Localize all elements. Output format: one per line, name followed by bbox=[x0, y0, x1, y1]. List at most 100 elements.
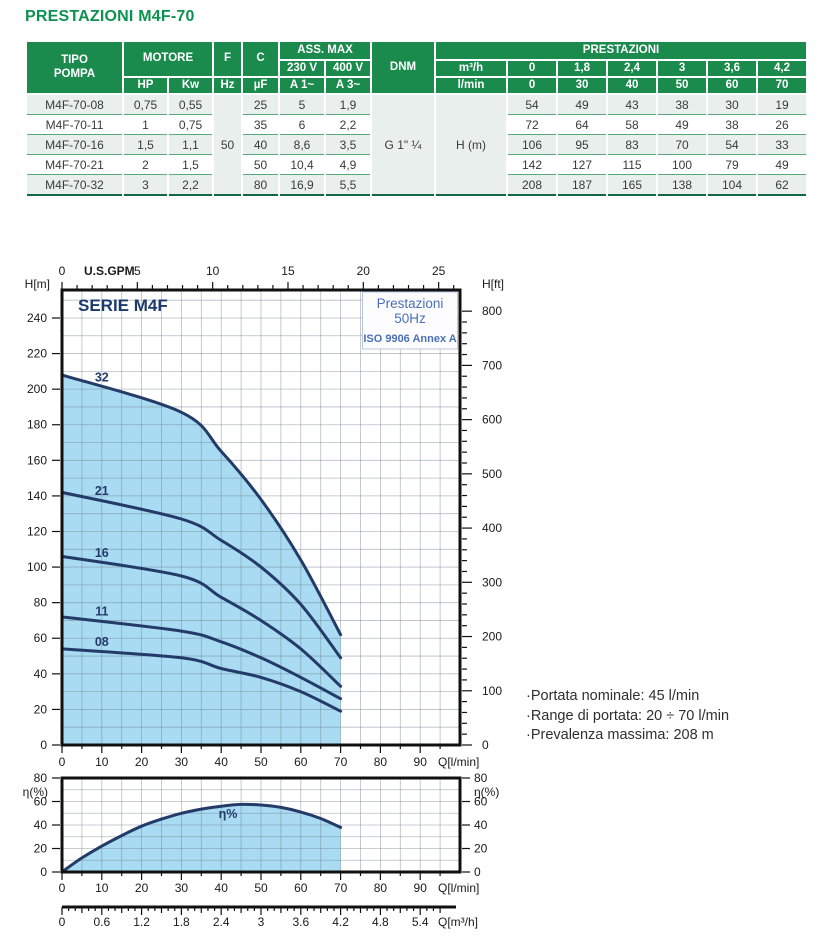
col-a3: A 3~ bbox=[324, 76, 373, 95]
cell-h-3: 49 bbox=[656, 114, 709, 135]
secondary-axis-m3h: 0 0.6 1.2 1.8 2.4 3 3.6 4.2 4.8 5.4 Q[m³/h] bbox=[59, 905, 478, 929]
cell-h-1: 49 bbox=[556, 94, 609, 115]
cell-h-2: 58 bbox=[606, 114, 659, 135]
curve-label-08: 08 bbox=[95, 635, 109, 649]
cell-uf: 80 bbox=[241, 174, 281, 196]
svg-text:2.4: 2.4 bbox=[213, 915, 230, 929]
svg-text:80: 80 bbox=[34, 771, 48, 785]
svg-text:500: 500 bbox=[482, 467, 502, 481]
cell-h-1: 64 bbox=[556, 114, 609, 135]
eff-left-axis: η(%) 0 20 40 60 80 bbox=[23, 771, 60, 879]
col-motore: MOTORE bbox=[121, 40, 215, 78]
svg-text:800: 800 bbox=[482, 304, 502, 318]
lmin-value: 30 bbox=[556, 76, 609, 95]
svg-text:4.2: 4.2 bbox=[332, 915, 349, 929]
svg-text:180: 180 bbox=[27, 418, 47, 432]
right-axis-hft: H[ft] 0 100 200 300 400 500 600 700 800 bbox=[462, 277, 504, 752]
m3h-value: 0 bbox=[506, 59, 559, 78]
svg-text:100: 100 bbox=[482, 684, 502, 698]
col-c: C bbox=[241, 40, 281, 78]
cell-a3: 5,5 bbox=[324, 174, 373, 196]
col-prestazioni: PRESTAZIONI bbox=[434, 40, 809, 61]
svg-text:80: 80 bbox=[34, 596, 48, 610]
svg-text:Prestazioni: Prestazioni bbox=[377, 296, 444, 311]
cell-hp: 2 bbox=[122, 154, 169, 175]
svg-text:140: 140 bbox=[27, 489, 47, 503]
col-uf: µF bbox=[241, 76, 281, 95]
col-dnm: DNM bbox=[370, 40, 437, 95]
cell-a1: 10,4 bbox=[278, 154, 327, 175]
cell-h-4: 79 bbox=[706, 154, 759, 175]
cell-h-3: 100 bbox=[656, 154, 709, 175]
svg-text:70: 70 bbox=[334, 881, 348, 895]
svg-text:10: 10 bbox=[95, 881, 109, 895]
svg-text:90: 90 bbox=[414, 881, 428, 895]
pump-curve-21 bbox=[60, 490, 343, 660]
svg-text:3: 3 bbox=[258, 915, 265, 929]
svg-text:90: 90 bbox=[414, 755, 428, 769]
lmin-value: 70 bbox=[756, 76, 809, 95]
cell-h-0: 142 bbox=[506, 154, 559, 175]
m3h-value: 3 bbox=[656, 59, 709, 78]
svg-text:0: 0 bbox=[59, 755, 66, 769]
svg-text:25: 25 bbox=[432, 264, 446, 278]
cell-hp: 1 bbox=[122, 114, 169, 135]
eff-right-axis: η(%) 0 20 40 60 80 bbox=[462, 771, 499, 879]
curve-label-21: 21 bbox=[95, 484, 109, 498]
m3h-value: 1,8 bbox=[556, 59, 609, 78]
lmin-value: 40 bbox=[606, 76, 659, 95]
cell-uf: 50 bbox=[241, 154, 281, 175]
svg-text:40: 40 bbox=[34, 667, 48, 681]
svg-text:220: 220 bbox=[27, 347, 47, 361]
spec-row: M4F-70-11 1 0,75 35 6 2,2 72 64 58 49 38 26 bbox=[25, 114, 809, 135]
col-f: F bbox=[212, 40, 244, 78]
svg-text:0: 0 bbox=[59, 264, 66, 278]
svg-text:80: 80 bbox=[374, 881, 388, 895]
cell-h-1: 95 bbox=[556, 134, 609, 155]
svg-text:Q[m³/h]: Q[m³/h] bbox=[438, 915, 478, 929]
eta-curve bbox=[60, 802, 343, 874]
svg-text:15: 15 bbox=[281, 264, 295, 278]
m3h-value: 2,4 bbox=[606, 59, 659, 78]
cell-h-0: 72 bbox=[506, 114, 559, 135]
col-a1: A 1~ bbox=[278, 76, 327, 95]
svg-text:50Hz: 50Hz bbox=[394, 311, 426, 326]
cell-a3: 2,2 bbox=[324, 114, 373, 135]
svg-text:700: 700 bbox=[482, 358, 502, 372]
col-lmin: l/min bbox=[434, 76, 509, 95]
svg-text:80: 80 bbox=[374, 755, 388, 769]
col-ass-max: ASS. MAX bbox=[278, 40, 373, 61]
cell-a1: 6 bbox=[278, 114, 327, 135]
cell-uf: 25 bbox=[241, 94, 281, 115]
cell-h-5: 49 bbox=[756, 154, 809, 175]
cell-hp: 1,5 bbox=[122, 134, 169, 155]
cell-h-4: 104 bbox=[706, 174, 759, 196]
svg-text:20: 20 bbox=[34, 842, 48, 856]
svg-text:100: 100 bbox=[27, 560, 47, 574]
col-hp: HP bbox=[122, 76, 169, 95]
svg-text:H[m]: H[m] bbox=[25, 277, 50, 291]
cell-h-4: 54 bbox=[706, 134, 759, 155]
svg-text:H[ft]: H[ft] bbox=[482, 277, 504, 291]
svg-text:10: 10 bbox=[206, 264, 220, 278]
cell-tipo: M4F-70-11 bbox=[25, 114, 124, 135]
svg-text:20: 20 bbox=[135, 755, 149, 769]
cell-h-3: 38 bbox=[656, 94, 709, 115]
cell-hz-shared: 50 bbox=[212, 94, 244, 196]
specs-table: TIPO POMPA MOTORE F C ASS. MAX DNM PREST… bbox=[25, 40, 809, 196]
cell-h-2: 83 bbox=[606, 134, 659, 155]
col-tipo-pompa: TIPO POMPA bbox=[25, 40, 124, 95]
cell-h-5: 33 bbox=[756, 134, 809, 155]
cell-h-5: 62 bbox=[756, 174, 809, 196]
svg-text:0: 0 bbox=[482, 738, 489, 752]
lmin-value: 60 bbox=[706, 76, 759, 95]
svg-text:50: 50 bbox=[254, 881, 268, 895]
svg-text:ISO 9906 Annex A: ISO 9906 Annex A bbox=[363, 333, 456, 345]
spec-row: M4F-70-16 1,5 1,1 40 8,6 3,5 106 95 83 70 54 33 bbox=[25, 134, 809, 155]
svg-text:Q[l/min]: Q[l/min] bbox=[438, 755, 479, 769]
svg-text:20: 20 bbox=[357, 264, 371, 278]
